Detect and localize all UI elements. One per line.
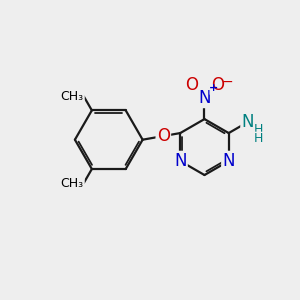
Text: CH₃: CH₃	[61, 176, 84, 190]
Text: N: N	[174, 152, 187, 170]
Text: N: N	[222, 152, 235, 170]
Text: CH₃: CH₃	[61, 90, 84, 103]
Text: H: H	[254, 124, 263, 136]
Text: H: H	[254, 132, 263, 145]
Text: N: N	[198, 89, 211, 107]
Text: O: O	[185, 76, 198, 94]
Text: O: O	[211, 76, 224, 94]
Text: −: −	[222, 74, 233, 88]
Text: +: +	[209, 82, 218, 93]
Text: N: N	[242, 113, 254, 131]
Text: O: O	[157, 127, 170, 145]
